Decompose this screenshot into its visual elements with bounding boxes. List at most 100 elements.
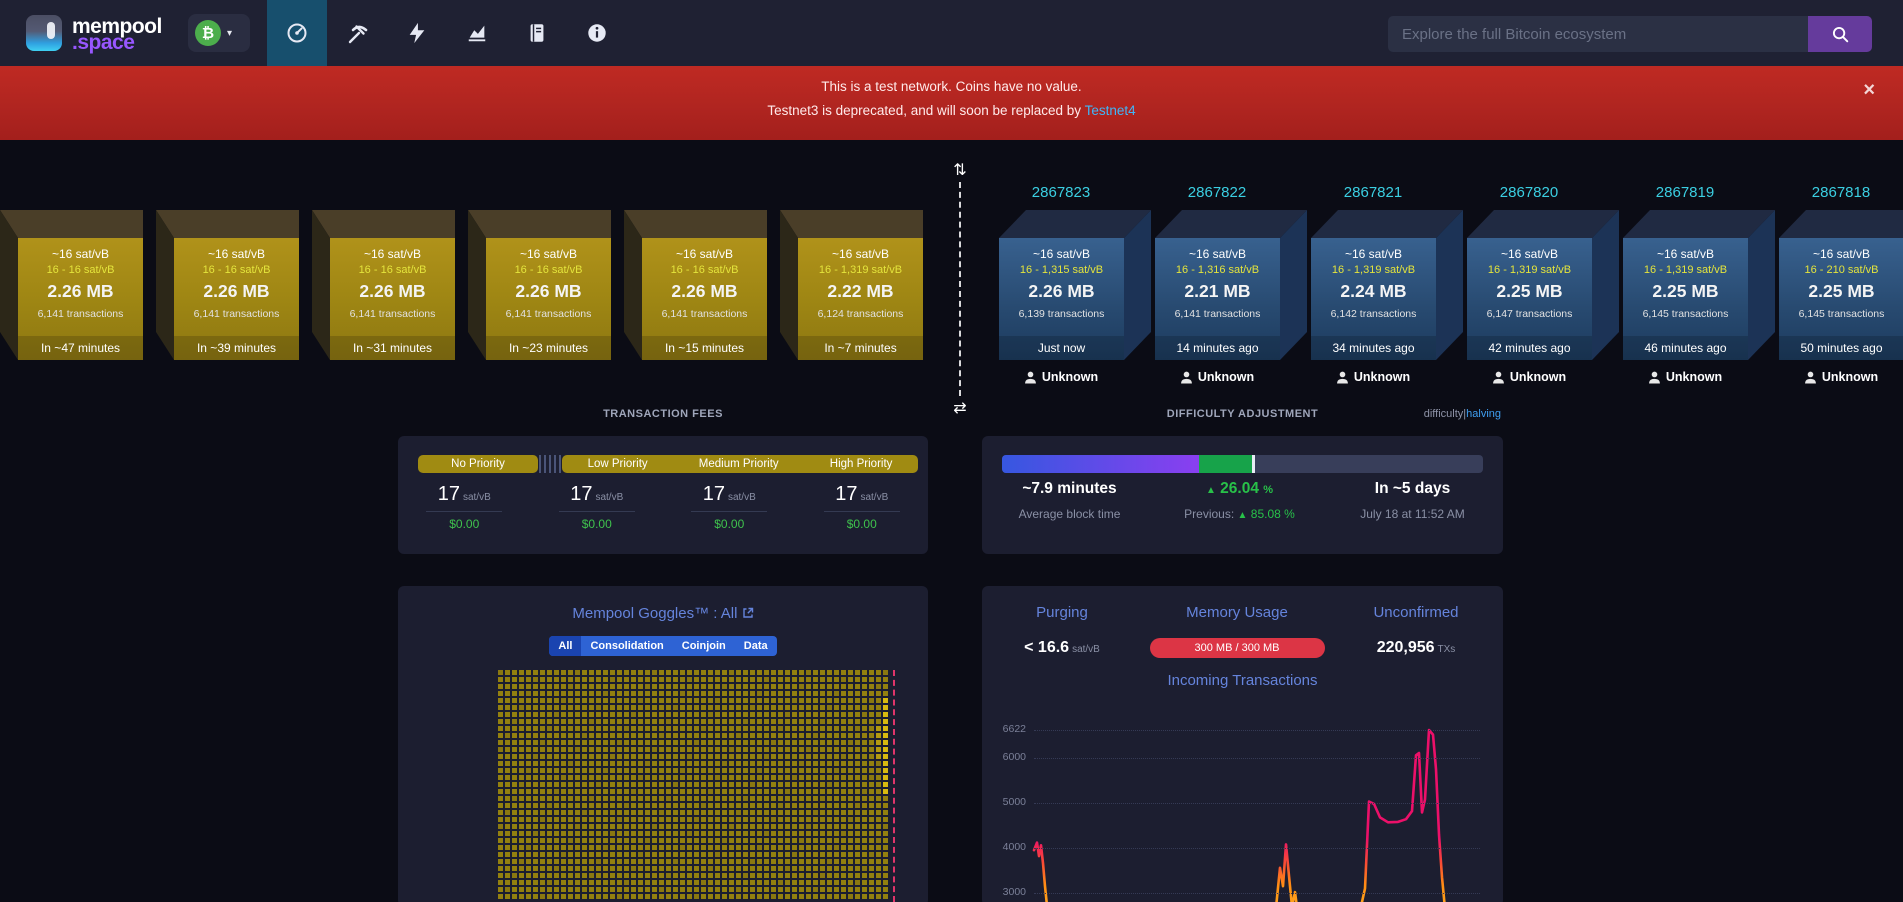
- mempool-logo[interactable]: [26, 15, 62, 51]
- goggles-cell: [568, 894, 573, 899]
- mempool-block[interactable]: ~16 sat/vB 16 - 16 sat/vB 2.26 MB 6,141 …: [156, 210, 299, 360]
- testnet4-link[interactable]: Testnet4: [1084, 103, 1136, 118]
- goggles-cell: [715, 894, 720, 899]
- goggles-cell: [638, 887, 643, 892]
- block-height-link[interactable]: 2867822: [1187, 184, 1247, 201]
- goggles-tab-coinjoin[interactable]: Coinjoin: [681, 640, 726, 652]
- goggles-cell: [512, 838, 517, 843]
- mempool-block[interactable]: ~16 sat/vB 16 - 16 sat/vB 2.26 MB 6,141 …: [624, 210, 767, 360]
- fee-priority-high[interactable]: High Priority: [829, 458, 893, 470]
- nav-docs[interactable]: [507, 0, 567, 66]
- goggles-cell: [883, 831, 888, 836]
- blockchain-block[interactable]: ~16 sat/vB 16 - 1,316 sat/vB 2.21 MB 6,1…: [1155, 210, 1307, 360]
- nav-lightning[interactable]: [387, 0, 447, 66]
- search-button[interactable]: [1808, 16, 1872, 52]
- goggles-cell: [666, 712, 671, 717]
- banner-close-icon[interactable]: ×: [1863, 79, 1875, 101]
- nav-mining[interactable]: [327, 0, 387, 66]
- goggles-cell: [729, 775, 734, 780]
- goggles-cell: [764, 782, 769, 787]
- goggles-cell: [750, 754, 755, 759]
- blockchain-block[interactable]: ~16 sat/vB 16 - 1,319 sat/vB 2.25 MB 6,1…: [1623, 210, 1775, 360]
- goggles-cell: [680, 796, 685, 801]
- goggles-cell: [505, 887, 510, 892]
- mempool-block[interactable]: ~16 sat/vB 16 - 16 sat/vB 2.26 MB 6,141 …: [0, 210, 143, 360]
- goggles-cell: [799, 698, 804, 703]
- goggles-cell: [722, 845, 727, 850]
- block-miner[interactable]: Unknown: [1467, 370, 1591, 384]
- goggles-tab-data[interactable]: Data: [743, 640, 768, 652]
- goggles-title-link[interactable]: Mempool Goggles™ : All: [398, 605, 928, 622]
- block-height-link[interactable]: 2867821: [1343, 184, 1403, 201]
- goggles-cell: [680, 894, 685, 899]
- block-miner[interactable]: Unknown: [1779, 370, 1903, 384]
- blockchain-block[interactable]: ~16 sat/vB 16 - 210 sat/vB 2.25 MB 6,145…: [1779, 210, 1903, 360]
- goggles-cell: [736, 782, 741, 787]
- mempool-block[interactable]: ~16 sat/vB 16 - 16 sat/vB 2.26 MB 6,141 …: [312, 210, 455, 360]
- goggles-cell: [547, 719, 552, 724]
- goggles-cell: [589, 831, 594, 836]
- goggles-cell: [617, 733, 622, 738]
- network-selector-dropdown[interactable]: ₿ ▾: [188, 14, 250, 52]
- goggles-cell: [722, 838, 727, 843]
- block-miner[interactable]: Unknown: [999, 370, 1123, 384]
- goggles-cell: [554, 866, 559, 871]
- toggle-halving[interactable]: halving: [1466, 408, 1501, 420]
- goggles-cell: [820, 712, 825, 717]
- goggles-cell: [771, 887, 776, 892]
- goggles-cell: [680, 712, 685, 717]
- goggles-cell: [505, 726, 510, 731]
- goggles-tab-all[interactable]: All: [549, 636, 582, 656]
- goggles-cell: [869, 698, 874, 703]
- brand-wordmark[interactable]: mempool .space: [72, 16, 162, 53]
- unconfirmed-label[interactable]: Unconfirmed: [1373, 604, 1459, 621]
- goggles-cell: [631, 747, 636, 752]
- nav-dashboard[interactable]: [267, 0, 327, 66]
- purging-label[interactable]: Purging: [1036, 604, 1088, 621]
- goggles-cell: [680, 810, 685, 815]
- mempool-block[interactable]: ~16 sat/vB 16 - 16 sat/vB 2.26 MB 6,141 …: [468, 210, 611, 360]
- block-miner[interactable]: Unknown: [1623, 370, 1747, 384]
- block-eta: In ~31 minutes: [330, 336, 455, 360]
- grid-cursor-line: [893, 670, 895, 902]
- block-miner[interactable]: Unknown: [1155, 370, 1279, 384]
- block-front-face: ~16 sat/vB 16 - 1,319 sat/vB 2.25 MB 6,1…: [1623, 238, 1748, 360]
- goggles-cell: [715, 712, 720, 717]
- toggle-difficulty[interactable]: difficulty: [1423, 408, 1464, 420]
- search-input[interactable]: [1388, 16, 1808, 52]
- nav-about[interactable]: [567, 0, 627, 66]
- goggles-cell: [701, 698, 706, 703]
- block-height-link[interactable]: 2867819: [1655, 184, 1715, 201]
- goggles-cell: [820, 880, 825, 885]
- fee-priority-no[interactable]: No Priority: [418, 455, 538, 473]
- goggles-cell: [617, 831, 622, 836]
- memory-usage-label[interactable]: Memory Usage: [1186, 604, 1288, 621]
- goggles-cell: [876, 705, 881, 710]
- block-median-fee: ~16 sat/vB: [1812, 247, 1871, 261]
- block-height-link[interactable]: 2867820: [1499, 184, 1559, 201]
- goggles-tab-consolidation[interactable]: Consolidation: [590, 640, 664, 652]
- block-miner[interactable]: Unknown: [1311, 370, 1435, 384]
- block-height-link[interactable]: 2867818: [1811, 184, 1871, 201]
- fee-priority-low[interactable]: Low Priority: [587, 458, 648, 470]
- fee-usd-value: $0.00: [846, 517, 877, 531]
- blockchain-block[interactable]: ~16 sat/vB 16 - 1,319 sat/vB 2.25 MB 6,1…: [1467, 210, 1619, 360]
- goggles-cell: [813, 684, 818, 689]
- goggles-cell: [729, 880, 734, 885]
- nav-graphs[interactable]: [447, 0, 507, 66]
- goggles-cell: [785, 873, 790, 878]
- goggles-cell: [764, 740, 769, 745]
- blockchain-block[interactable]: ~16 sat/vB 16 - 1,319 sat/vB 2.24 MB 6,1…: [1311, 210, 1463, 360]
- block-height-link[interactable]: 2867823: [1031, 184, 1091, 201]
- goggles-cell: [540, 761, 545, 766]
- goggles-cell: [799, 677, 804, 682]
- goggles-cell: [694, 831, 699, 836]
- mempool-block[interactable]: ~16 sat/vB 16 - 1,319 sat/vB 2.22 MB 6,1…: [780, 210, 923, 360]
- blockchain-block[interactable]: ~16 sat/vB 16 - 1,315 sat/vB 2.26 MB 6,1…: [999, 210, 1151, 360]
- goggles-cell: [554, 677, 559, 682]
- goggles-cell: [813, 873, 818, 878]
- goggles-cell: [498, 705, 503, 710]
- fee-priority-medium[interactable]: Medium Priority: [698, 458, 779, 470]
- goggles-tx-grid[interactable]: [498, 670, 893, 902]
- goggles-cell: [526, 824, 531, 829]
